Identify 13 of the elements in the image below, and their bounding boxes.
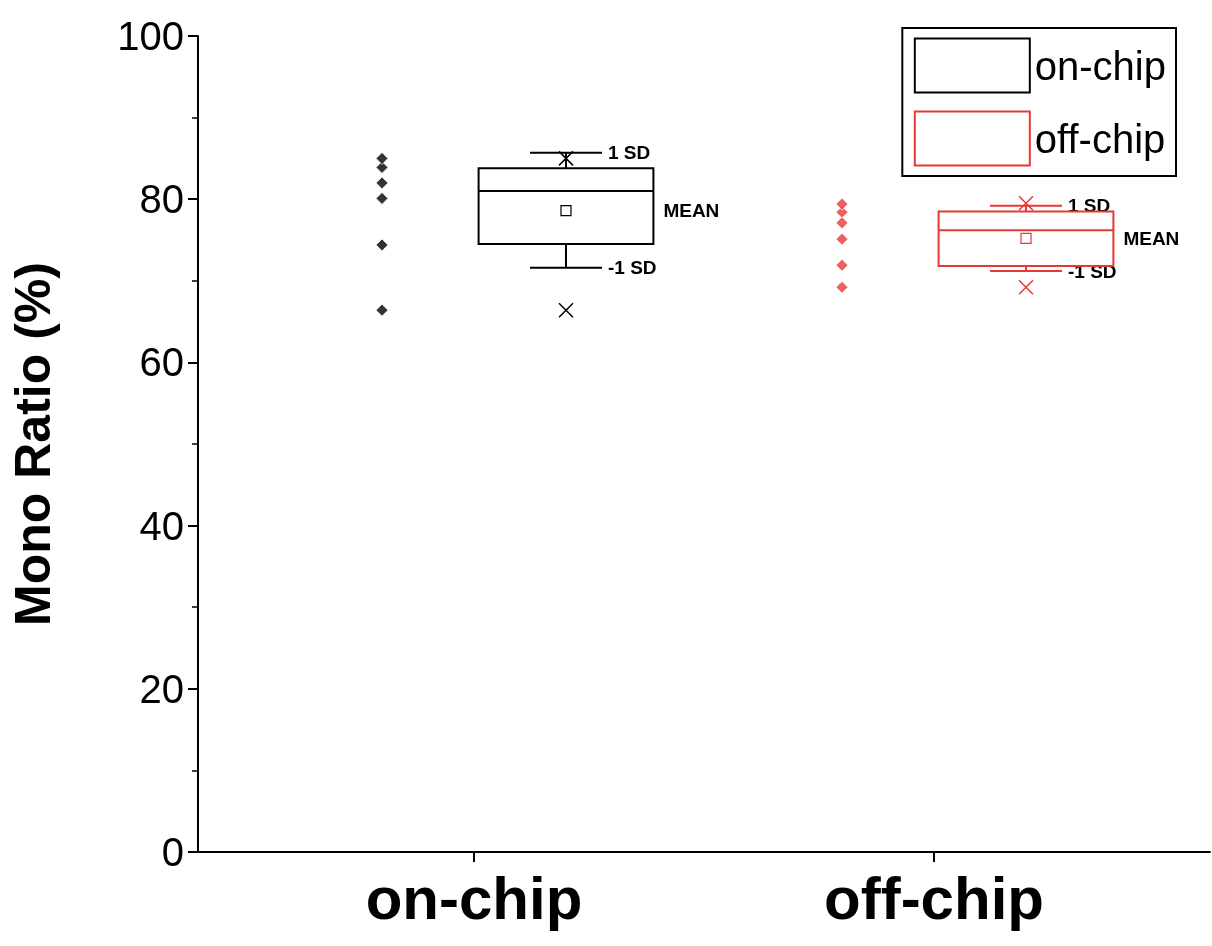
legend-label: off-chip [1034, 116, 1166, 161]
annotation: -1 SD [608, 257, 657, 279]
y-tick-label: 40 [139, 503, 184, 548]
annotation: 1 SD [608, 142, 651, 164]
y-tick-label: 100 [117, 14, 184, 58]
annotation: MEAN [1123, 227, 1180, 249]
annotation: MEAN [663, 200, 720, 222]
y-tick-label: 0 [161, 830, 184, 874]
y-tick-label: 20 [139, 666, 184, 711]
legend-label: on-chip [1034, 43, 1167, 88]
y-axis-title: Mono Ratio (%) [5, 262, 61, 626]
y-tick-label: 60 [139, 340, 184, 385]
y-tick-label: 80 [139, 177, 184, 222]
